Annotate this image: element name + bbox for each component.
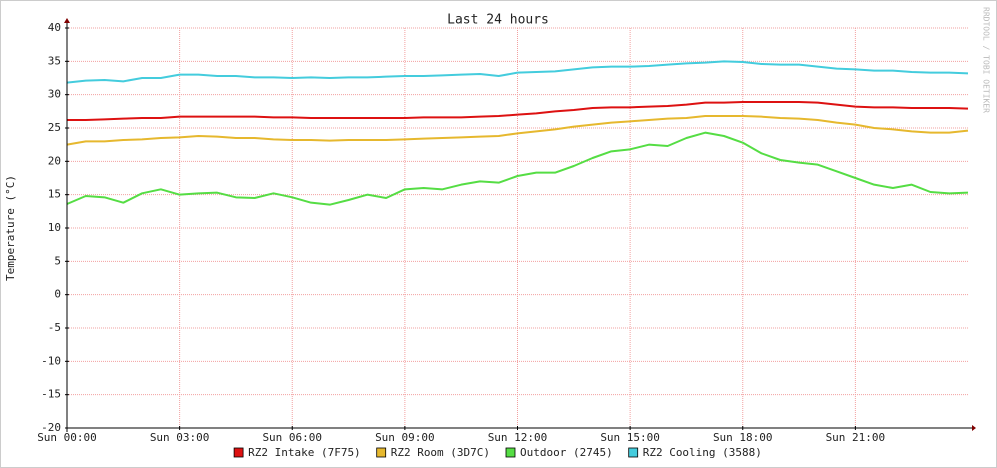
x-tick-label: Sun 12:00 [488, 431, 548, 444]
axes [64, 18, 976, 432]
series-line [66, 115, 969, 146]
legend-label: RZ2 Intake (7F75) [248, 446, 361, 459]
x-tick-label: Sun 21:00 [826, 431, 886, 444]
legend: RZ2 Intake (7F75) RZ2 Room (3D7C) Outdoor … [233, 446, 762, 459]
y-tick-label: 30 [48, 88, 61, 101]
y-axis-label: Temperature (°C) [4, 175, 17, 281]
y-tick-label: -10 [41, 354, 61, 367]
x-tick-label: Sun 18:00 [713, 431, 773, 444]
x-tick-label: Sun 03:00 [150, 431, 210, 444]
legend-swatch [505, 447, 516, 458]
x-arrow [972, 425, 976, 431]
legend-label: RZ2 Room (3D7C) [391, 446, 490, 459]
y-tick-label: -20 [41, 421, 61, 434]
legend-swatch [628, 447, 639, 458]
legend-swatch [233, 447, 244, 458]
y-tick-label: 10 [48, 221, 61, 234]
series-line [66, 60, 969, 84]
y-tick-label: 20 [48, 154, 61, 167]
x-tick-label: Sun 15:00 [600, 431, 660, 444]
x-tick-label: Sun 09:00 [375, 431, 435, 444]
y-tick-label: 40 [48, 21, 61, 34]
y-tick-label: 5 [54, 254, 61, 267]
legend-label: Outdoor (2745) [520, 446, 613, 459]
series-line [66, 131, 969, 206]
watermark: RRDTOOL / TOBI OETIKER [982, 7, 991, 113]
y-tick-label: -5 [48, 321, 61, 334]
legend-item: Outdoor (2745) [505, 446, 613, 459]
y-tick-label: 15 [48, 188, 61, 201]
y-tick-label: 25 [48, 121, 61, 134]
y-tick-label: 0 [54, 288, 61, 301]
y-arrow [64, 18, 70, 23]
legend-swatch [376, 447, 387, 458]
y-tick-label: -15 [41, 388, 61, 401]
x-tick-label: Sun 06:00 [262, 431, 322, 444]
legend-label: RZ2 Cooling (3588) [643, 446, 762, 459]
legend-item: RZ2 Intake (7F75) [233, 446, 361, 459]
series-line [67, 101, 969, 121]
lines [66, 60, 969, 206]
chart-title: Last 24 hours [447, 13, 549, 28]
legend-item: RZ2 Room (3D7C) [376, 446, 490, 459]
y-tick-label: 35 [48, 54, 61, 67]
x-tick-label: Sun 00:00 [37, 431, 97, 444]
legend-item: RZ2 Cooling (3588) [628, 446, 762, 459]
